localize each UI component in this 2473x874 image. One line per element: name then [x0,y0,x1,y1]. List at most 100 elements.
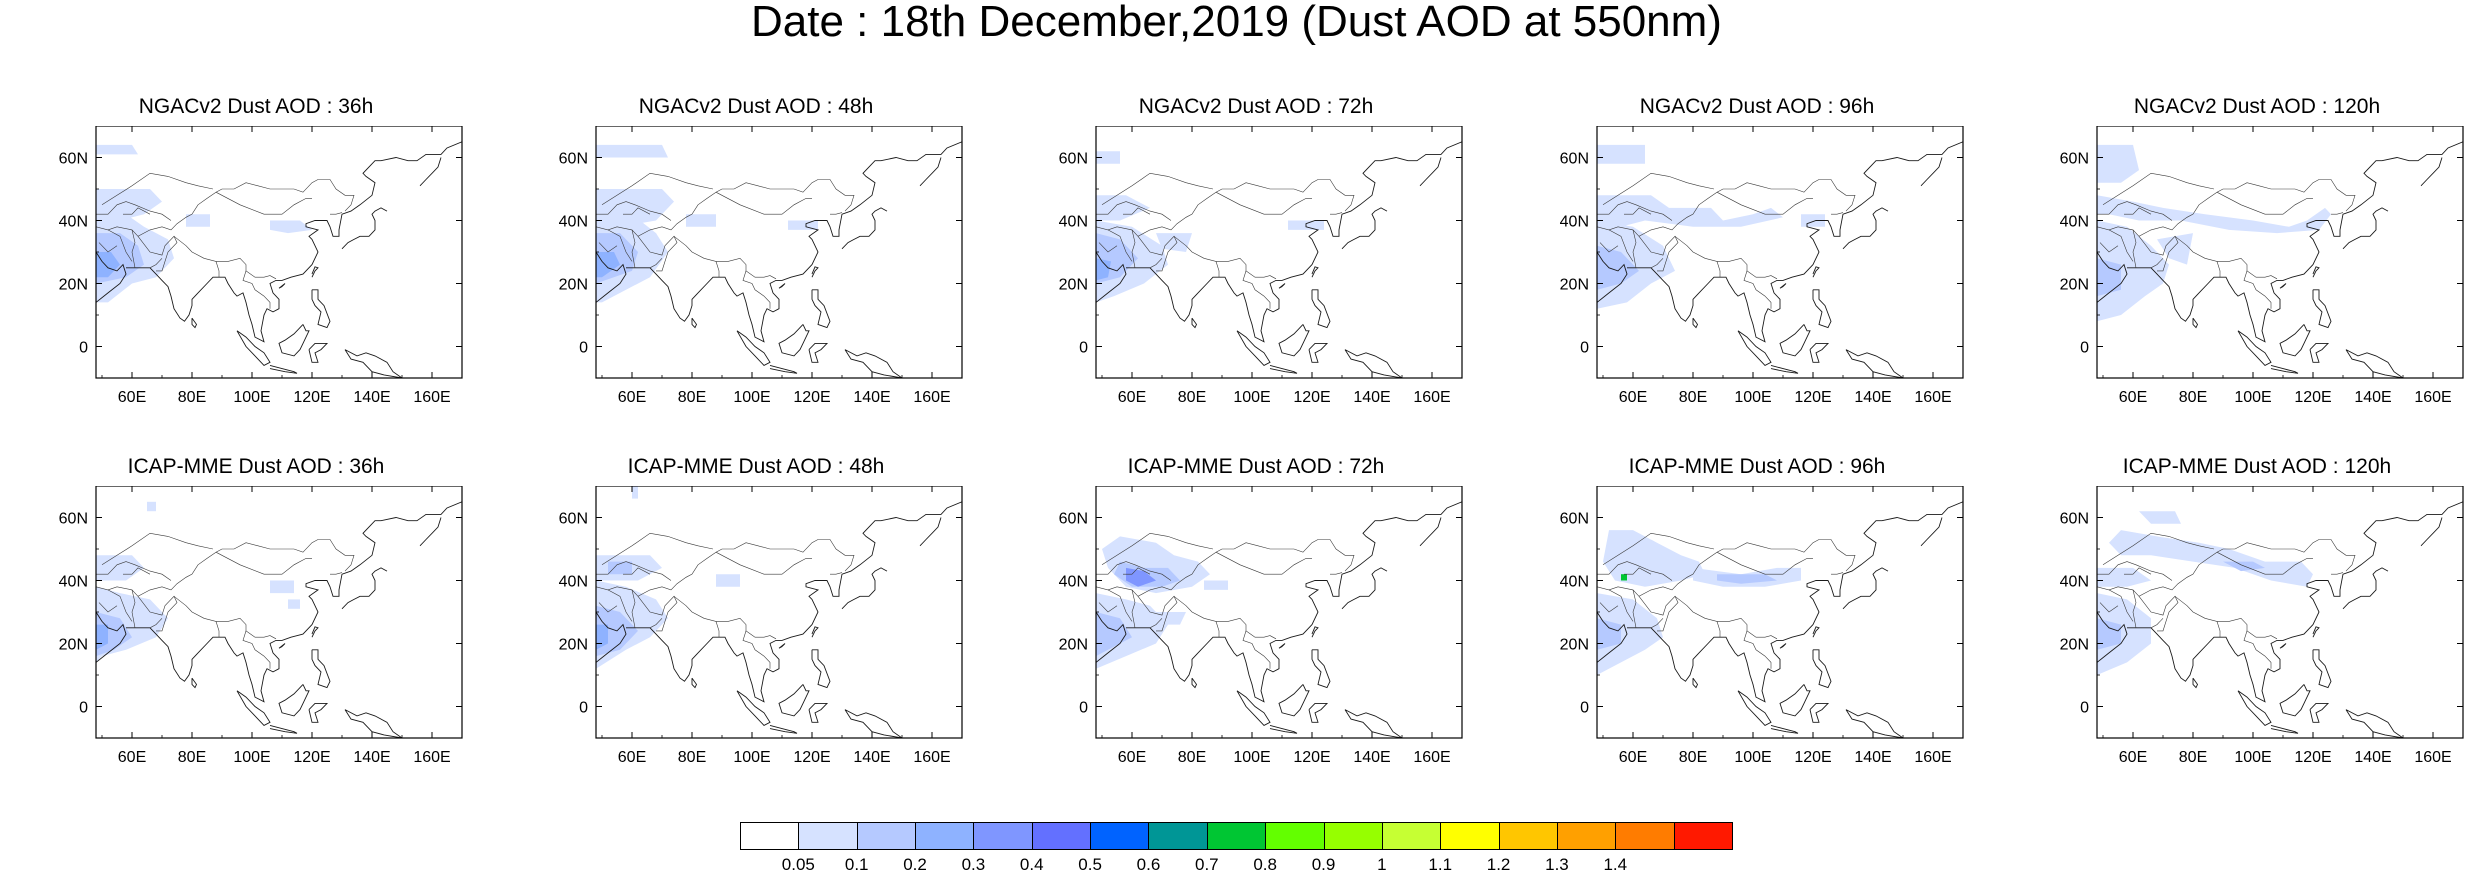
country-border [1330,212,1343,215]
dust-aod-patch [2097,593,2151,675]
coastline [1096,251,1127,303]
lat-tick-label: 60N [2060,151,2089,168]
colorbar-label: 0.05 [781,855,815,874]
dust-aod-patch [1096,151,1120,164]
country-border [1258,635,1277,640]
colorbar-label: 1.3 [1545,855,1569,874]
coastline [778,324,810,357]
dust-aod-patch [1096,612,1132,657]
coastline [808,702,829,723]
coastline [691,317,698,329]
coastline [1597,251,1628,303]
country-border [2174,236,2259,278]
colorbar-label: 1.4 [1603,855,1628,874]
country-border [2102,172,2215,206]
coastline [126,501,462,703]
colorbar-label: 0.5 [1078,855,1102,874]
country-border [1716,551,1813,575]
country-border [2174,596,2259,638]
country-border [1597,561,1673,581]
country-border [1759,275,1778,280]
country-border [330,572,343,575]
coastline [278,684,310,717]
coastline [2270,724,2299,734]
coastline [844,709,903,738]
coastline [1311,649,1331,689]
colorbar-swatch [1498,822,1558,850]
country-border [173,236,258,278]
coastline [2279,684,2311,717]
coastline [811,266,819,278]
coastline [1842,207,1889,250]
coastline [1278,283,1286,289]
country-border [96,201,172,221]
lon-tick-label: 140E [353,389,390,406]
dust-aod-patch [1096,258,1111,281]
coastline [2097,251,2128,303]
coastline [1308,702,1329,723]
colorbar-label: 0.2 [903,855,927,874]
coastline [2237,690,2272,726]
coastline [341,567,388,610]
country-border [2108,589,2134,622]
country-border [123,207,151,215]
lon-tick-label: 80E [1679,749,1707,766]
coastline [1419,157,1442,187]
coastline [2279,324,2311,357]
coastline [811,626,819,638]
coastline [1597,611,1628,663]
country-border [2099,242,2119,253]
lat-tick-label: 40N [559,214,588,231]
coastline [811,649,831,689]
coastline [1311,289,1331,329]
coastline [2342,567,2389,610]
lon-tick-label: 100E [1734,749,1771,766]
country-border [598,242,618,253]
panel-title: ICAP-MME Dust AOD : 120h [2122,455,2392,478]
dust-aod-patch [2097,195,2331,234]
lat-tick-label: 20N [59,637,88,654]
country-border [649,258,663,269]
coastline [311,649,331,689]
lat-tick-label: 20N [59,277,88,294]
colorbar-label: 0.9 [1311,855,1336,874]
colorbar-swatch [1556,822,1617,850]
colorbar-label: 1.2 [1486,855,1511,874]
lon-tick-label: 60E [2119,389,2147,406]
country-border [1674,236,1759,278]
lat-tick-label: 20N [2060,637,2089,654]
dust-aod-patch [96,189,162,221]
lon-tick-label: 60E [1619,389,1647,406]
lon-tick-label: 100E [1734,389,1771,406]
lon-tick-label: 120E [1794,389,1831,406]
coastline [96,611,127,663]
country-border [2132,589,2137,628]
coastline [1809,342,1830,363]
coastline [596,251,627,303]
country-border [758,275,777,280]
country-border [258,275,277,280]
coastline [1191,677,1198,689]
country-border [1137,235,1178,272]
coastline [278,643,286,649]
dust-aod-patch [596,252,620,278]
dust-aod-patch [632,486,638,499]
dust-aod-patch [608,561,632,575]
lon-tick-label: 100E [2234,389,2271,406]
lon-tick-label: 120E [1293,749,1330,766]
dust-aod-patch [716,574,740,587]
country-border [1173,236,1258,278]
country-border [131,229,136,268]
lon-tick-label: 60E [618,389,646,406]
country-border [2097,561,2173,581]
country-border [173,596,258,638]
colorbar-swatch [1031,822,1092,850]
coastline [269,364,298,374]
lat-tick-label: 40N [559,574,588,591]
country-border [637,595,678,632]
coastline [1344,709,1403,738]
coastline [844,349,903,378]
dust-aod-patch [1603,530,1705,587]
lon-tick-label: 140E [2354,749,2391,766]
coastline [1278,684,1310,717]
